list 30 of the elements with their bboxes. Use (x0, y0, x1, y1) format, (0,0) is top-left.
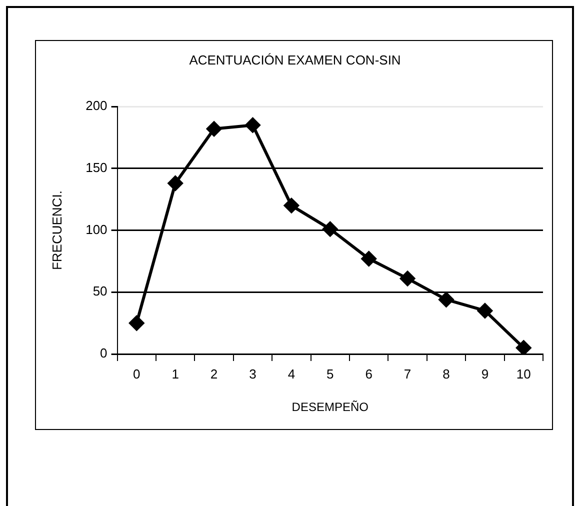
y-axis-title: FRECUENCI. (49, 190, 64, 270)
x-tick-label: 5 (326, 366, 334, 382)
x-tick-label: 1 (172, 366, 179, 382)
point (516, 340, 532, 354)
y-tick-label: 100 (86, 222, 108, 237)
point (477, 303, 492, 318)
point (400, 271, 416, 286)
x-tick-label: 7 (404, 366, 412, 382)
x-tick-label: 3 (249, 366, 256, 382)
point (284, 198, 299, 214)
point (129, 316, 144, 331)
x-tick-label: 9 (481, 366, 489, 382)
x-axis-title: DESEMPEÑO (292, 400, 368, 414)
point (245, 118, 260, 133)
x-tick-label: 6 (365, 366, 372, 382)
y-tick-label: 150 (86, 160, 108, 176)
x-tick-label: 10 (516, 366, 531, 382)
x-tick-label: 8 (442, 366, 450, 382)
y-tick-label: 0 (100, 346, 108, 361)
point (438, 292, 454, 308)
x-tick-label: 4 (288, 366, 296, 382)
chart-title: ACENTUACIÓN EXAMEN CON-SIN (189, 52, 401, 68)
point (168, 176, 183, 191)
point (361, 251, 376, 266)
point (206, 121, 222, 136)
y-tick-label: 200 (86, 98, 108, 114)
x-tick-label: 0 (133, 366, 140, 382)
x-tick-label: 2 (210, 366, 218, 382)
y-tick-label: 50 (92, 284, 108, 299)
point (322, 222, 338, 237)
